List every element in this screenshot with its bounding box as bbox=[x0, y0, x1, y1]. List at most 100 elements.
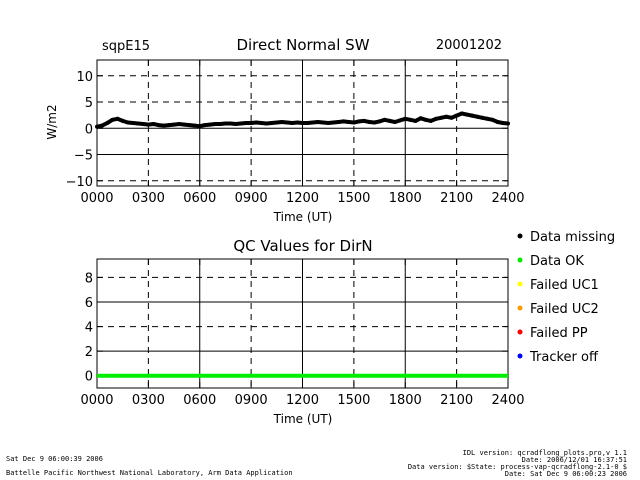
qc-plot-title: QC Values for DirN bbox=[233, 237, 372, 255]
legend-label: Failed UC2 bbox=[530, 302, 599, 317]
data-point bbox=[233, 122, 238, 127]
top-plot-x-ticks: 0000 0300 0600 0900 1200 1500 1800 2100 2400 bbox=[80, 60, 525, 206]
data-point bbox=[151, 122, 156, 127]
qc-plot: 8 6 4 2 0 0000 0300 0600 0900 1200 1500 1800 2100 24… bbox=[80, 258, 525, 426]
data-point bbox=[305, 121, 310, 125]
y-tick-label: 10 bbox=[76, 70, 93, 85]
data-point bbox=[115, 116, 120, 121]
data-point bbox=[269, 121, 274, 125]
data-point bbox=[218, 122, 223, 127]
x-tick-label: 0000 bbox=[80, 191, 113, 206]
data-point bbox=[372, 120, 377, 125]
data-point bbox=[223, 121, 228, 126]
legend-marker bbox=[517, 329, 523, 335]
data-point bbox=[454, 113, 459, 118]
y-tick-label: 2 bbox=[85, 345, 93, 360]
legend-marker bbox=[517, 257, 523, 263]
x-tick-label: 1500 bbox=[337, 191, 370, 206]
data-point bbox=[367, 119, 372, 124]
data-point bbox=[506, 121, 510, 126]
x-tick-label: 0300 bbox=[132, 393, 165, 408]
data-point bbox=[392, 119, 397, 124]
y-tick-label: −5 bbox=[74, 149, 93, 164]
data-point bbox=[495, 119, 500, 124]
legend-marker bbox=[517, 281, 523, 287]
data-point bbox=[192, 123, 197, 128]
data-point bbox=[480, 115, 485, 120]
data-point bbox=[475, 114, 480, 119]
data-point bbox=[413, 118, 418, 123]
chart-title: Direct Normal SW bbox=[236, 36, 369, 54]
y-tick-label: 8 bbox=[85, 271, 93, 286]
x-tick-label: 0900 bbox=[235, 393, 268, 408]
data-point bbox=[500, 121, 505, 125]
site-label: sqpE15 bbox=[102, 39, 150, 54]
qc-legend: Data missing Data OK Failed UC1 Failed UC2 F… bbox=[517, 230, 615, 365]
legend-label: Tracker off bbox=[529, 350, 599, 365]
data-point bbox=[449, 115, 454, 120]
footer-data-version: Data version: $State: process-vap-qcradf… bbox=[408, 463, 627, 471]
y-tick-label: 6 bbox=[85, 296, 93, 311]
data-point bbox=[470, 113, 475, 118]
data-point bbox=[464, 112, 469, 117]
x-tick-label: 1800 bbox=[389, 393, 422, 408]
data-point bbox=[146, 122, 151, 127]
x-tick-label: 0600 bbox=[183, 393, 216, 408]
qc-plot-grid bbox=[97, 259, 508, 388]
data-point bbox=[428, 118, 433, 123]
legend-marker bbox=[517, 233, 523, 239]
data-point bbox=[172, 122, 177, 127]
data-point bbox=[95, 124, 99, 129]
data-point bbox=[485, 116, 490, 121]
data-point bbox=[423, 117, 428, 122]
data-point bbox=[434, 116, 439, 121]
footer-institution: Battelle Pacific Northwest National Labo… bbox=[6, 469, 293, 477]
footer-timestamp: Sat Dec 9 06:00:39 2006 bbox=[6, 455, 103, 463]
y-tick-label: 5 bbox=[85, 96, 93, 111]
top-plot: 10 5 0 −5 −10 0000 0300 0600 0900 1200 1500 1800 21… bbox=[45, 59, 525, 224]
data-point bbox=[125, 120, 130, 125]
x-tick-label: 1200 bbox=[286, 393, 319, 408]
data-point bbox=[279, 119, 284, 124]
data-point bbox=[259, 121, 264, 125]
data-point bbox=[208, 122, 213, 127]
data-point bbox=[403, 116, 408, 121]
data-point bbox=[105, 121, 110, 125]
data-point bbox=[336, 119, 341, 124]
legend-label: Data missing bbox=[530, 230, 615, 245]
top-plot-series bbox=[95, 111, 510, 129]
data-point bbox=[228, 121, 233, 126]
x-tick-label: 1200 bbox=[286, 191, 319, 206]
x-tick-label: 2400 bbox=[491, 191, 524, 206]
legend-label: Data OK bbox=[530, 254, 584, 269]
y-tick-label: −10 bbox=[66, 175, 93, 190]
y-tick-label: 0 bbox=[85, 370, 93, 385]
data-point bbox=[310, 120, 315, 125]
data-point bbox=[136, 121, 141, 126]
x-tick-label: 0600 bbox=[183, 191, 216, 206]
top-plot-grid bbox=[97, 60, 508, 186]
qc-plot-y-ticks: 8 6 4 2 0 bbox=[85, 271, 508, 385]
data-point bbox=[249, 121, 254, 125]
x-tick-label: 2100 bbox=[440, 393, 473, 408]
data-point bbox=[387, 118, 392, 123]
x-tick-label: 0900 bbox=[235, 191, 268, 206]
y-tick-label: 0 bbox=[85, 122, 93, 137]
data-point bbox=[141, 122, 146, 127]
data-point bbox=[243, 121, 248, 125]
data-point bbox=[182, 122, 187, 127]
top-plot-ylabel: W/m2 bbox=[45, 104, 59, 139]
qc-plot-x-ticks: 0000 0300 0600 0900 1200 1500 1800 2100 2400 bbox=[80, 259, 525, 408]
x-tick-label: 0000 bbox=[80, 393, 113, 408]
x-tick-label: 1500 bbox=[337, 393, 370, 408]
data-point bbox=[341, 119, 346, 124]
date-label: 20001202 bbox=[436, 38, 502, 53]
data-point bbox=[166, 123, 171, 128]
data-point bbox=[362, 118, 367, 123]
legend-marker bbox=[517, 305, 523, 311]
footer-idl-version: IDL version: qcradflong_plots.pro,v 1.1 bbox=[463, 449, 627, 457]
data-point bbox=[100, 123, 105, 128]
data-point bbox=[197, 124, 202, 129]
footer-idl-date: Date: 2006/12/01 16:37:51 bbox=[522, 456, 627, 464]
